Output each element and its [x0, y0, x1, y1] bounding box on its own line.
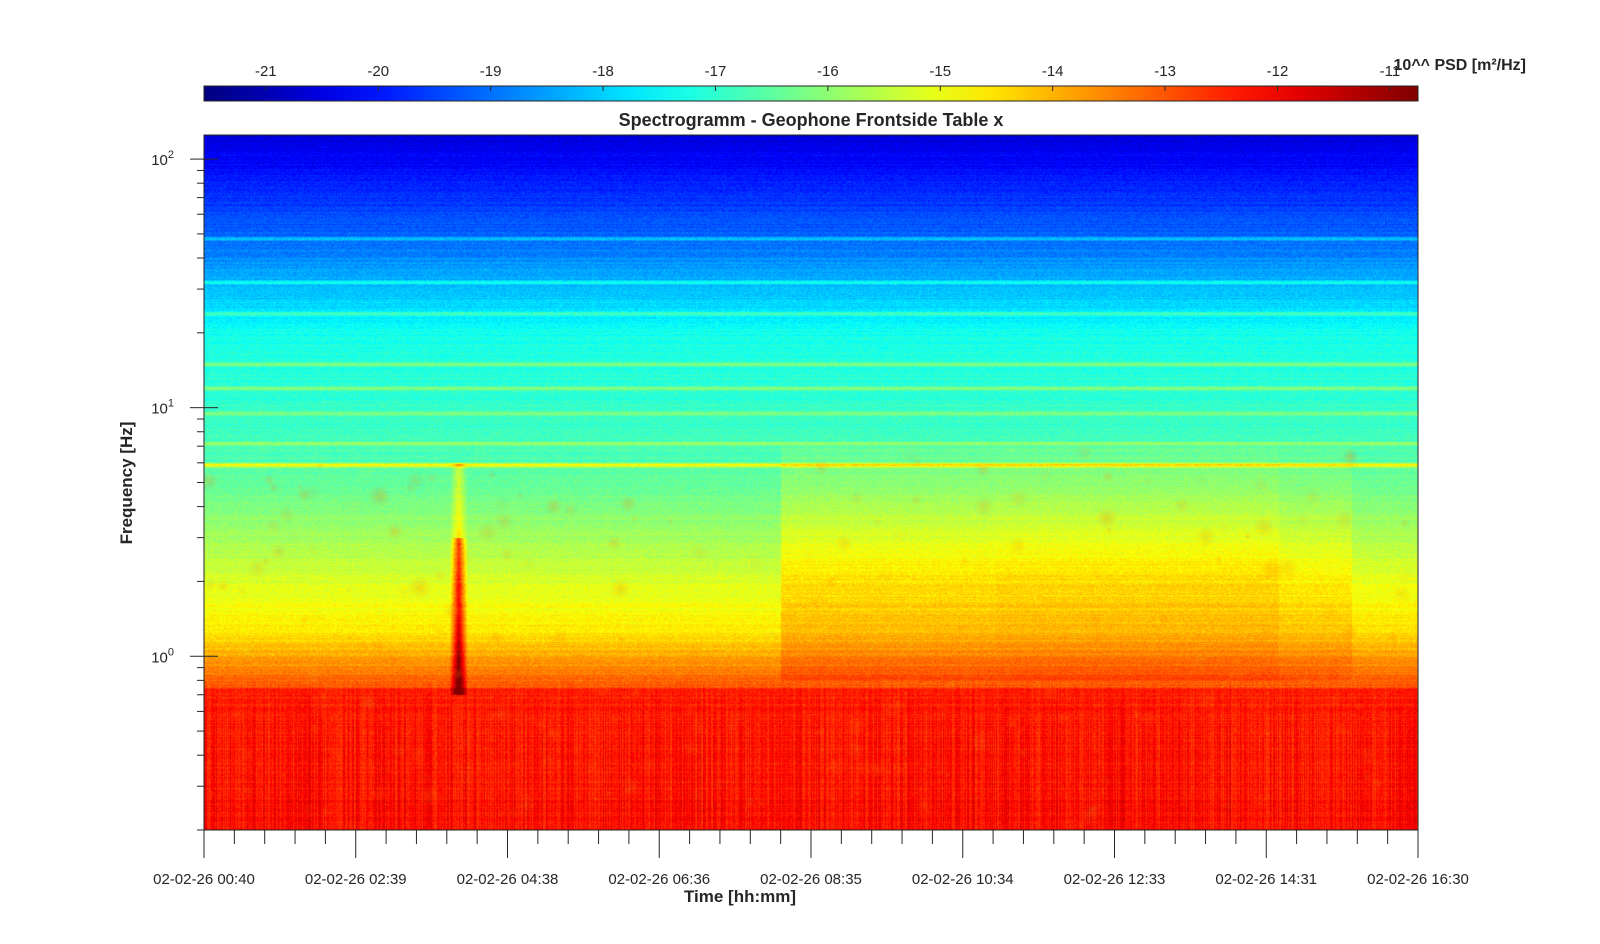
- colorbar-tick-label: -15: [929, 63, 951, 80]
- y-axis-title: Frequency [Hz]: [117, 422, 136, 545]
- x-tick-label: 02-02-26 06:36: [608, 871, 710, 888]
- x-tick-label: 02-02-26 00:40: [153, 871, 255, 888]
- x-tick-label: 02-02-26 10:34: [912, 871, 1014, 888]
- x-tick-label: 02-02-26 02:39: [305, 871, 407, 888]
- colorbar-tick-label: -17: [705, 63, 727, 80]
- x-axis: 02-02-26 00:40 02-02-26 02:39 02-02-26 04:…: [153, 829, 1469, 888]
- colorbar-ticks: -21 -20 -19 -18 -17 -16 -15 -14 -13 -12 -11: [255, 63, 1400, 91]
- colorbar-tick-label: -11: [1380, 63, 1401, 80]
- colorbar-tick-label: -18: [592, 63, 614, 80]
- colorbar-tick-label: -13: [1154, 63, 1176, 80]
- x-tick-label: 02-02-26 16:30: [1367, 871, 1469, 888]
- x-tick-label: 02-02-26 12:33: [1064, 871, 1166, 888]
- plot-area: [203, 134, 1419, 831]
- x-tick-label: 02-02-26 08:35: [760, 871, 862, 888]
- colorbar-tick-label: -16: [817, 63, 839, 80]
- x-tick-label: 02-02-26 04:38: [457, 871, 559, 888]
- colorbar-label: 10^^ PSD [m²/Hz]: [1394, 57, 1526, 74]
- y-axis: 100 101 102: [151, 135, 218, 831]
- colorbar-tick-label: -21: [255, 63, 277, 80]
- colorbar-tick-label: -19: [480, 63, 502, 80]
- spectrogram-image-container: [204, 135, 1418, 830]
- colorbar-tick-label: -20: [367, 63, 389, 80]
- spectrogram-heatmap: [204, 135, 1418, 830]
- colorbar: -21 -20 -19 -18 -17 -16 -15 -14 -13 -12 -11 10^^ P…: [203, 57, 1526, 102]
- y-tick-label: 101: [151, 398, 174, 418]
- x-axis-title: Time [hh:mm]: [684, 887, 796, 906]
- y-tick-label: 102: [151, 149, 174, 169]
- chart-title: Spectrogramm - Geophone Frontside Table …: [619, 110, 1004, 130]
- y-tick-label: 100: [151, 646, 174, 666]
- x-tick-label: 02-02-26 14:31: [1215, 871, 1317, 888]
- colorbar-tick-label: -14: [1042, 63, 1064, 80]
- colorbar-tick-label: -12: [1267, 63, 1289, 80]
- colorbar-gradient: [203, 85, 1419, 102]
